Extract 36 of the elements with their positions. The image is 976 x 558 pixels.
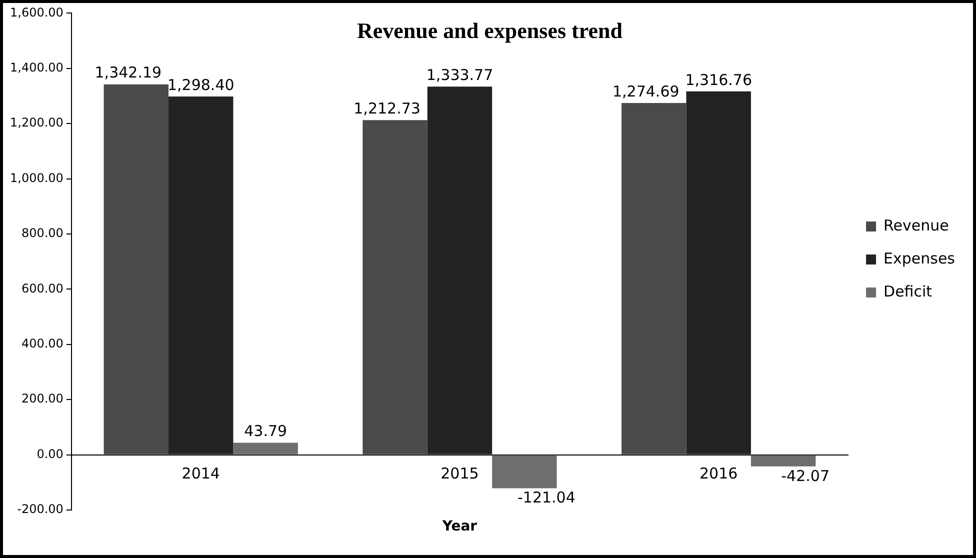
- legend-label: Expenses: [884, 249, 956, 268]
- data-label: 1,212.73: [354, 99, 420, 118]
- y-tick-label: 0.00: [36, 446, 64, 461]
- legend-label: Deficit: [884, 282, 932, 300]
- y-tick-label: 1,400.00: [10, 60, 64, 75]
- y-tick-label: 1,200.00: [10, 116, 64, 130]
- y-tick-label: 1,000.00: [10, 170, 64, 185]
- data-label: 1,342.19: [94, 64, 162, 82]
- data-label: 1,274.69: [612, 82, 680, 100]
- bar: [427, 86, 492, 454]
- bar: [233, 442, 298, 454]
- y-tick-label: 1,600.00: [10, 5, 64, 20]
- x-tick-label: 2016: [700, 464, 738, 483]
- bar: [622, 102, 686, 454]
- y-tick-label: 200.00: [21, 392, 64, 406]
- x-tick-label: 2015: [440, 464, 479, 483]
- bar: [362, 120, 428, 454]
- x-axis-title: Year: [441, 518, 478, 535]
- data-label: 43.79: [244, 422, 288, 440]
- data-label: 1,333.77: [426, 66, 494, 84]
- y-tick-label: 400.00: [21, 336, 64, 351]
- bar: [492, 455, 557, 488]
- y-tick-label: 600.00: [21, 281, 64, 296]
- y-tick-label: -200.00: [17, 502, 64, 516]
- bar: [750, 455, 816, 466]
- data-label: -42.07: [781, 466, 830, 485]
- x-tick-label: 2014: [182, 464, 220, 483]
- legend-label: Revenue: [884, 216, 949, 234]
- y-tick-label: 800.00: [21, 226, 64, 240]
- data-label: 1,298.40: [167, 76, 234, 94]
- data-label: -121.04: [517, 488, 576, 507]
- bar: [104, 84, 169, 454]
- data-label: 1,316.76: [685, 70, 752, 89]
- chart-title: Revenue and expenses trend: [357, 18, 622, 43]
- bar: [686, 91, 751, 454]
- bar: [168, 96, 234, 454]
